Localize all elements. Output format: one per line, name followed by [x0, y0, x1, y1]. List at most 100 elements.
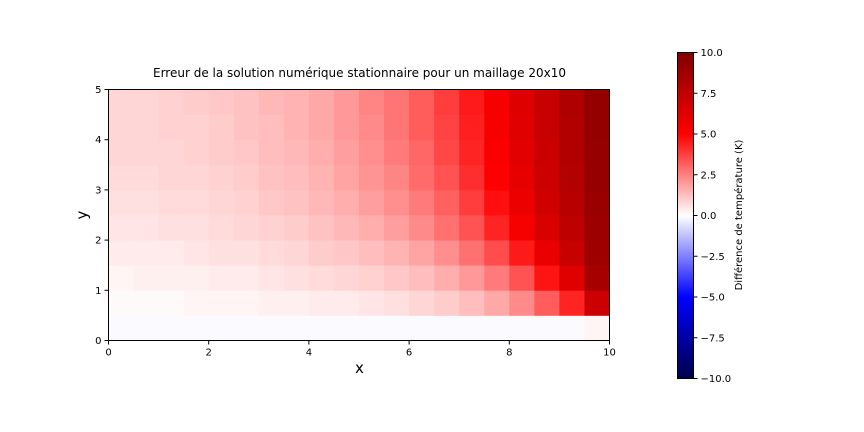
heatmap-cell	[333, 265, 360, 291]
heatmap-cell	[258, 164, 285, 191]
heatmap-cell	[308, 290, 335, 316]
heatmap-cell	[534, 164, 560, 191]
heatmap-cell	[158, 265, 185, 291]
heatmap-cell	[108, 290, 134, 316]
heatmap-cell	[283, 240, 310, 266]
heatmap-cell	[384, 315, 410, 341]
colorbar-tick-label: −2.5	[701, 252, 725, 263]
heatmap-cell	[459, 265, 485, 291]
colorbar-label: Différence de température (K)	[733, 140, 745, 291]
heatmap-cell	[509, 114, 535, 141]
heatmap-cell	[359, 114, 385, 141]
heatmap-cell	[208, 315, 235, 341]
colorbar-tick-label: 0.0	[701, 211, 717, 222]
colorbar-tick-label: −7.5	[701, 333, 725, 344]
heatmap-cell	[258, 114, 285, 141]
heatmap-cell	[183, 315, 210, 341]
heatmap-cell	[258, 265, 285, 291]
heatmap-cell	[158, 164, 185, 191]
heatmap-cell	[258, 89, 285, 115]
heatmap-cell	[308, 89, 335, 115]
heatmap-cell	[208, 139, 235, 166]
heatmap-cell	[359, 139, 385, 166]
heatmap-cell	[509, 189, 535, 216]
heatmap-cell	[333, 164, 360, 191]
heatmap-cell	[283, 189, 310, 216]
heatmap-cell	[534, 265, 560, 291]
heatmap-cell	[108, 114, 134, 141]
heatmap-cell	[183, 164, 210, 191]
heatmap-cell	[308, 240, 335, 266]
heatmap-cell	[258, 139, 285, 166]
heatmap-cell	[108, 139, 134, 166]
heatmap-cell	[384, 164, 410, 191]
heatmap-cell	[333, 139, 360, 166]
heatmap-cell	[409, 290, 435, 316]
heatmap-cell	[584, 240, 610, 266]
x-axis-ticks: 0 2 4 6 8 10	[105, 340, 616, 359]
heatmap-cell	[559, 265, 585, 291]
heatmap-cell	[359, 215, 385, 241]
heatmap-cell	[108, 265, 134, 291]
heatmap-cell	[133, 240, 159, 266]
heatmap-cell	[208, 114, 235, 141]
heatmap-cell	[409, 215, 435, 241]
heatmap-cell	[359, 315, 385, 341]
heatmap-cell	[359, 89, 385, 115]
heatmap-cell	[584, 189, 610, 216]
colorbar-tick-label: 2.5	[701, 170, 717, 181]
heatmap-cell	[584, 114, 610, 141]
heatmap-cell	[108, 240, 134, 266]
y-tick-label: 3	[95, 185, 101, 196]
heatmap-cell	[559, 89, 585, 115]
heatmap-cell	[233, 164, 260, 191]
heatmap-cell	[158, 315, 185, 341]
heatmap-cell	[333, 240, 360, 266]
heatmap-cell	[133, 89, 159, 115]
heatmap-cell	[484, 114, 510, 141]
heatmap-cell	[509, 265, 535, 291]
heatmap-cell	[283, 139, 310, 166]
x-axis-label: x	[355, 359, 364, 377]
heatmap-cell	[183, 290, 210, 316]
heatmap-cell	[258, 240, 285, 266]
heatmap-cell	[434, 139, 460, 166]
heatmap-cell	[509, 89, 535, 115]
heatmap-cell	[308, 315, 335, 341]
heatmap-cell	[484, 215, 510, 241]
heatmap-cell	[409, 240, 435, 266]
x-tick-label: 4	[306, 348, 312, 359]
heatmap-cell	[434, 189, 460, 216]
heatmap-cell	[283, 164, 310, 191]
heatmap-cell	[208, 240, 235, 266]
heatmap-cell	[183, 265, 210, 291]
heatmap-cell	[333, 290, 360, 316]
heatmap-cell	[559, 189, 585, 216]
heatmap-cell	[208, 290, 235, 316]
heatmap-cell	[584, 265, 610, 291]
heatmap-cell	[183, 114, 210, 141]
heatmap-cell	[333, 89, 360, 115]
colorbar-ticks: −10.0 −7.5 −5.0 −2.5 0.0 2.5 5.0 7.5 10.0	[693, 48, 731, 385]
heatmap-cell	[258, 315, 285, 341]
heatmap-cell	[158, 114, 185, 141]
heatmap-cell	[534, 189, 560, 216]
y-axis-ticks: 0 1 2 3 4 5	[95, 85, 109, 347]
heatmap-cell	[559, 215, 585, 241]
heatmap-cell	[509, 240, 535, 266]
heatmap-cell	[283, 315, 310, 341]
x-tick-label: 10	[603, 348, 616, 359]
heatmap-cell	[434, 315, 460, 341]
x-tick-label: 6	[406, 348, 412, 359]
heatmap-cell	[308, 215, 335, 241]
heatmap-cell	[534, 215, 560, 241]
heatmap-cell	[208, 189, 235, 216]
heatmap-cell	[534, 290, 560, 316]
heatmap-cell	[233, 315, 260, 341]
heatmap-cell	[208, 89, 235, 115]
heatmap-cell	[133, 315, 159, 341]
colorbar-tick-label: 5.0	[701, 130, 717, 141]
colorbar-tick-label: 7.5	[701, 89, 717, 100]
heatmap-cell	[384, 215, 410, 241]
heatmap-cell	[534, 89, 560, 115]
